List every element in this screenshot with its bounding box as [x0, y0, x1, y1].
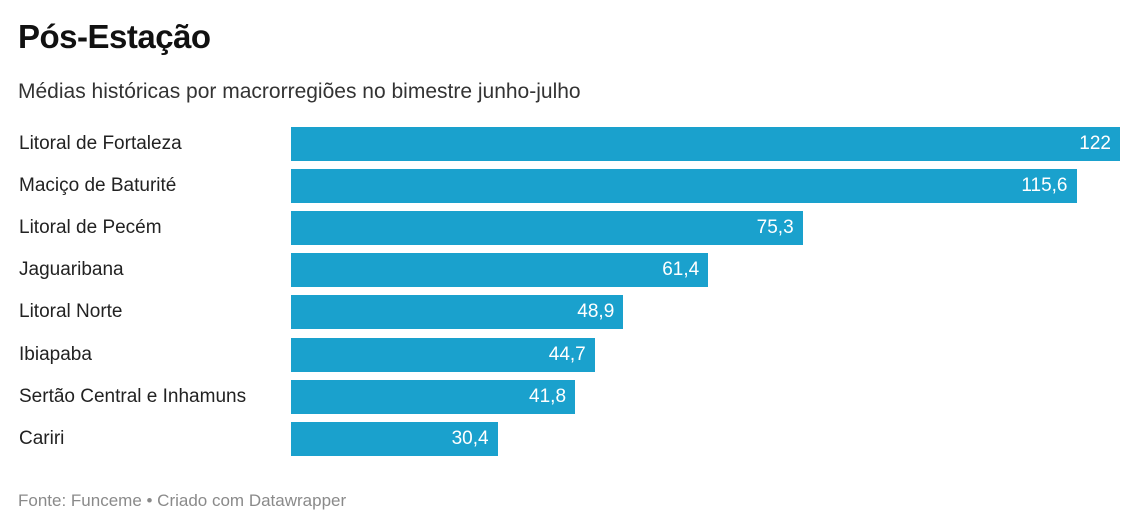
category-label: Maciço de Baturité: [19, 175, 177, 197]
bar: 41,8: [291, 379, 576, 414]
bar: 48,9: [291, 295, 624, 330]
bar: 122: [291, 127, 1120, 161]
category-label: Litoral Norte: [19, 301, 123, 323]
chart-title: Pós-Estação: [18, 18, 211, 55]
bar: 61,4: [291, 253, 709, 288]
category-label: Ibiapaba: [19, 343, 92, 365]
chart-footer: Fonte: Funceme • Criado com Datawrapper: [18, 491, 347, 510]
value-label: 115,6: [1021, 175, 1068, 197]
category-label: Jaguaribana: [19, 259, 124, 281]
bar-row: Litoral de Fortaleza 122: [0, 127, 1140, 161]
value-label: 75,3: [756, 217, 794, 239]
bar: 30,4: [291, 421, 498, 456]
bar-row: Maciço de Baturité 115,6: [0, 169, 1140, 204]
bar-row: Sertão Central e Inhamuns 41,8: [0, 379, 1140, 414]
value-label: 30,4: [451, 427, 489, 449]
value-label: 44,7: [548, 343, 586, 365]
bar-row: Jaguaribana 61,4: [0, 253, 1140, 288]
category-label: Cariri: [19, 427, 65, 449]
bar: 75,3: [291, 211, 803, 246]
bar-row: Litoral Norte 48,9: [0, 295, 1140, 330]
value-label: 61,4: [662, 259, 700, 281]
bar-row: Ibiapaba 44,7: [0, 337, 1140, 372]
bar: 115,6: [291, 169, 1077, 204]
value-label: 48,9: [577, 301, 615, 323]
value-label: 122: [1079, 133, 1111, 154]
bar-row: Litoral de Pecém 75,3: [0, 211, 1140, 246]
bar-row: Cariri 30,4: [0, 421, 1140, 456]
bar: 44,7: [291, 337, 595, 372]
category-label: Litoral de Pecém: [19, 217, 162, 239]
chart-subtitle: Médias históricas por macrorregiões no b…: [18, 80, 581, 103]
category-label: Sertão Central e Inhamuns: [19, 385, 247, 407]
category-label: Litoral de Fortaleza: [19, 133, 182, 154]
value-label: 41,8: [529, 385, 567, 407]
